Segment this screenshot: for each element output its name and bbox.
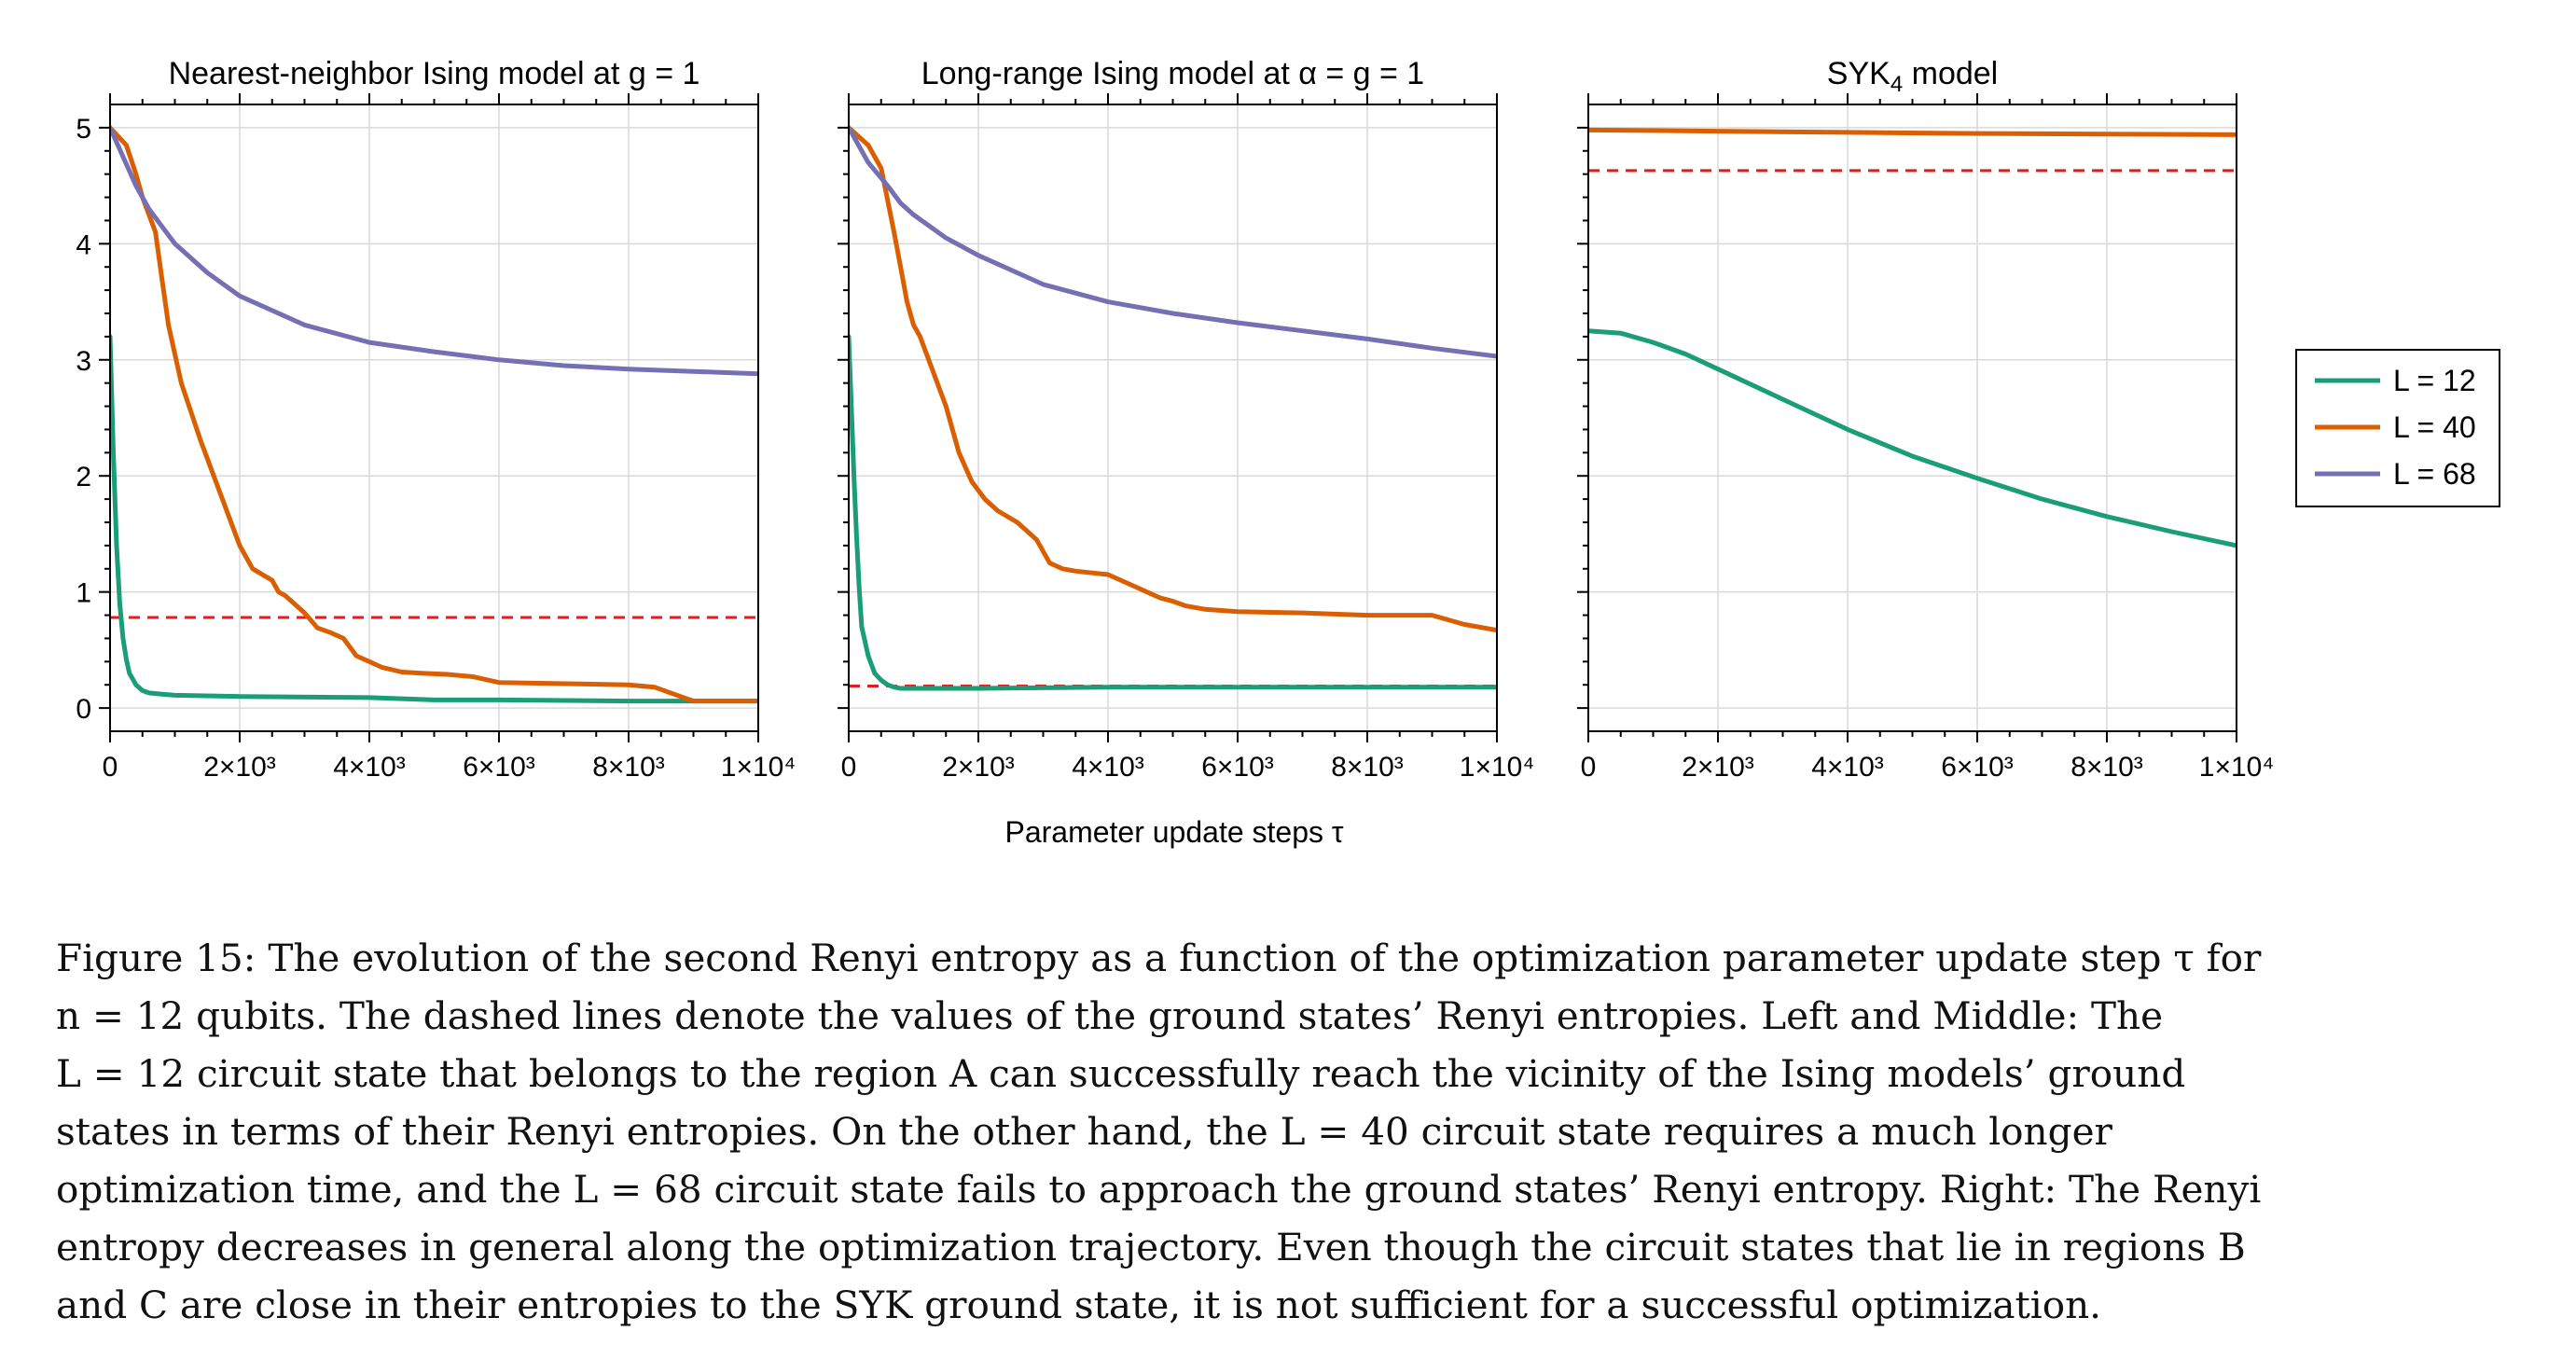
x-tick-label: 0 bbox=[1581, 752, 1597, 783]
series-line-l12 bbox=[1588, 328, 2237, 548]
x-tick-label: 1×10⁴ bbox=[721, 752, 796, 783]
x-tick-label: 1×10⁴ bbox=[1460, 752, 1534, 783]
caption-line: and C are close in their entropies to th… bbox=[56, 1283, 2102, 1327]
legend: L = 12 L = 40 L = 68 bbox=[2295, 349, 2500, 507]
legend-label-l68: L = 68 bbox=[2393, 457, 2476, 491]
panel-1: 0 2×10³ 4×10³ 6×10³ 8×10³ 1×10⁴ 0 1 2 3 4 5 Nearest-… bbox=[76, 56, 796, 783]
figure-caption: Figure 15: The evolution of the second R… bbox=[56, 929, 2537, 1334]
x-tick-label: 4×10³ bbox=[333, 752, 406, 783]
caption-line: L = 12 circuit state that belongs to the… bbox=[56, 1051, 2186, 1096]
panel-title: SYK4 model bbox=[1827, 56, 1998, 97]
x-tick-label: 8×10³ bbox=[1331, 752, 1404, 783]
x-tick-label: 0 bbox=[103, 752, 118, 783]
x-tick-label: 6×10³ bbox=[1941, 752, 2014, 783]
x-tick-label: 2×10³ bbox=[942, 752, 1015, 783]
series-line-l40 bbox=[110, 125, 758, 704]
plot-lines bbox=[849, 125, 1497, 691]
x-tick-label: 2×10³ bbox=[203, 752, 276, 783]
figure-plot-area: 0 2×10³ 4×10³ 6×10³ 8×10³ 1×10⁴ 0 1 2 3 4 5 Nearest-… bbox=[76, 56, 2500, 849]
legend-label-l40: L = 40 bbox=[2393, 410, 2476, 444]
axes-frame bbox=[109, 104, 759, 732]
x-tick-label: 4×10³ bbox=[1811, 752, 1884, 783]
y-tick-label: 2 bbox=[76, 462, 91, 492]
y-tick-label: 1 bbox=[76, 578, 91, 609]
series-line-l40 bbox=[849, 125, 1497, 633]
x-tick-label: 8×10³ bbox=[2070, 752, 2143, 783]
x-tick-label: 6×10³ bbox=[463, 752, 535, 783]
series-line-l12 bbox=[849, 334, 1497, 691]
x-tick-label: 2×10³ bbox=[1682, 752, 1754, 783]
caption-line: Figure 15: The evolution of the second R… bbox=[56, 936, 2262, 980]
panel-3: 0 2×10³ 4×10³ 6×10³ 8×10³ 1×10⁴ SYK4 model bbox=[1577, 56, 2274, 783]
y-tick-label: 4 bbox=[76, 229, 91, 260]
series-line-l12 bbox=[110, 334, 758, 704]
legend-label-l12: L = 12 bbox=[2393, 364, 2476, 397]
caption-line: n = 12 qubits. The dashed lines denote t… bbox=[56, 993, 2164, 1038]
x-axis-label: Parameter update steps τ bbox=[1004, 815, 1343, 849]
caption-line: optimization time, and the L = 68 circui… bbox=[56, 1167, 2262, 1212]
x-tick-label: 6×10³ bbox=[1201, 752, 1274, 783]
y-tick-label: 3 bbox=[76, 346, 91, 377]
axes-frame bbox=[848, 104, 1498, 732]
x-tick-label: 1×10⁴ bbox=[2199, 752, 2274, 783]
series-line-l40 bbox=[1588, 127, 2237, 137]
plot-lines bbox=[110, 125, 758, 704]
series-line-l68 bbox=[849, 125, 1497, 359]
x-tick-label: 0 bbox=[841, 752, 857, 783]
x-tick-label: 8×10³ bbox=[592, 752, 665, 783]
y-tick-label: 0 bbox=[76, 694, 91, 725]
x-tick-label: 4×10³ bbox=[1072, 752, 1144, 783]
caption-line: states in terms of their Renyi entropies… bbox=[56, 1109, 2112, 1154]
panel-title: Nearest-neighbor Ising model at g = 1 bbox=[169, 56, 700, 91]
caption-line: entropy decreases in general along the o… bbox=[56, 1225, 2246, 1269]
y-tick-label: 5 bbox=[76, 114, 91, 145]
panel-2: 0 2×10³ 4×10³ 6×10³ 8×10³ 1×10⁴ Long-range Isi… bbox=[838, 56, 1534, 783]
plot-lines bbox=[1588, 127, 2237, 548]
axes-frame bbox=[1587, 104, 2237, 732]
series-line-l68 bbox=[110, 125, 758, 377]
panel-title: Long-range Ising model at α = g = 1 bbox=[921, 56, 1424, 91]
